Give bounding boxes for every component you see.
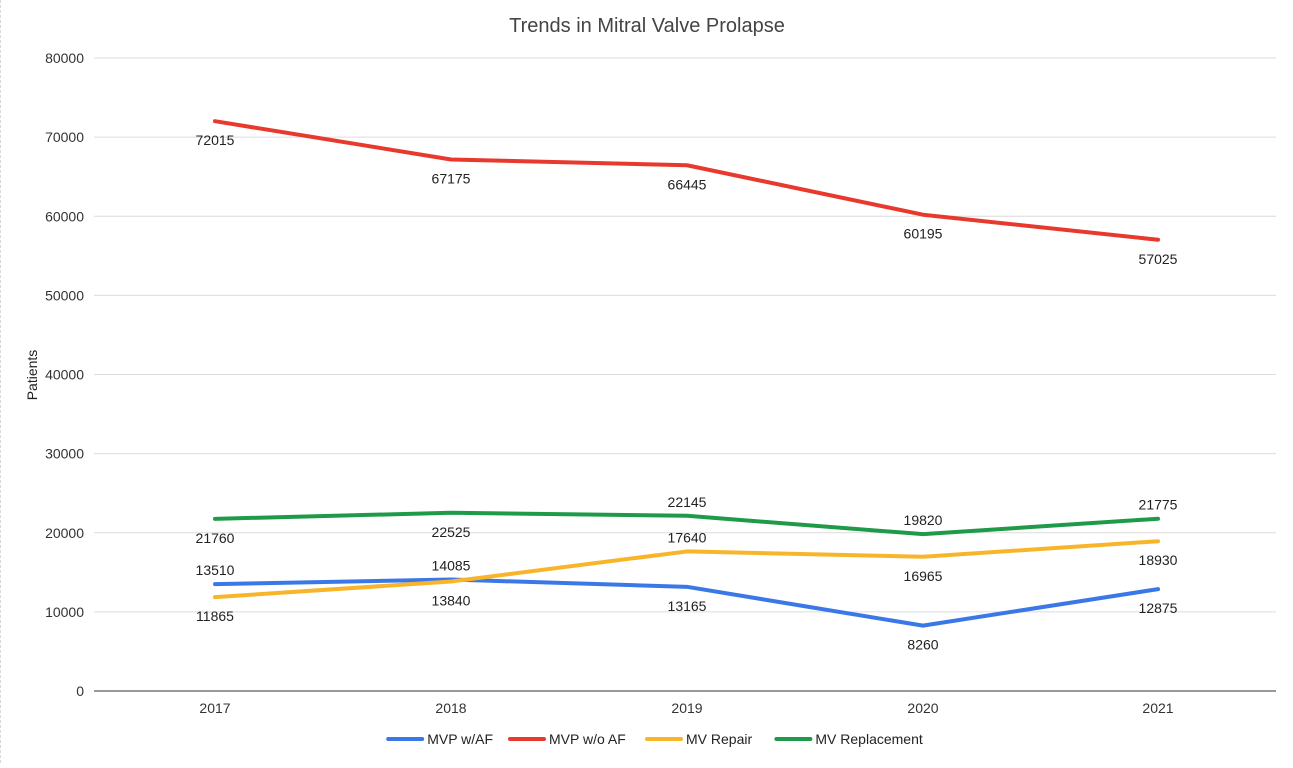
data-label: 21775 [1139,497,1178,513]
legend: MVP w/AF MVP w/o AF MV Repair MV Replacemen… [386,731,923,747]
data-label: 16965 [904,568,943,584]
data-label: 12875 [1139,600,1178,616]
legend-label: MV Repair [686,731,752,747]
y-axis-ticks: 0 10000 20000 30000 40000 50000 60000 70000 8000… [45,50,84,699]
series-line-mvp-w-o-af [213,119,1160,242]
y-axis-label: Patients [24,350,40,401]
data-label: 13510 [196,562,235,578]
series-line-mv-repair [213,539,1160,600]
y-tick-label: 70000 [45,129,84,145]
x-tick-label: 2019 [671,700,702,716]
data-label: 13840 [432,592,471,608]
y-tick-label: 20000 [45,525,84,541]
y-tick-label: 30000 [45,446,84,462]
series-line-mvp-w-af [213,577,1160,628]
series-line-mv-replacement [213,510,1160,537]
y-tick-label: 10000 [45,604,84,620]
legend-item-mvp-w-o-af[interactable]: MVP w/o AF [508,731,626,747]
data-label: 22525 [432,524,471,540]
data-label: 60195 [904,226,943,242]
series-lines [213,119,1160,628]
legend-label: MVP w/o AF [549,731,626,747]
data-label: 14085 [432,558,471,574]
data-labels: 13510 14085 13165 8260 12875 72015 67175 66445 6… [196,132,1178,652]
gridlines [94,57,1276,692]
data-label: 67175 [432,170,471,186]
x-tick-label: 2018 [435,700,466,716]
x-axis-ticks: 2017 2018 2019 2020 2021 [199,700,1173,716]
y-tick-label: 50000 [45,287,84,303]
x-tick-label: 2021 [1142,700,1173,716]
data-label: 72015 [196,132,235,148]
chart-title: Trends in Mitral Valve Prolapse [509,15,785,37]
data-label: 11865 [196,608,234,624]
x-tick-label: 2017 [199,700,230,716]
x-tick-label: 2020 [907,700,938,716]
data-label: 57025 [1139,251,1178,267]
data-label: 22145 [668,494,707,510]
y-tick-label: 40000 [45,367,84,383]
data-label: 21760 [196,530,235,546]
y-tick-label: 0 [76,683,84,699]
legend-item-mv-repair[interactable]: MV Repair [645,731,752,747]
legend-label: MV Replacement [815,731,922,747]
legend-item-mv-replacement[interactable]: MV Replacement [774,731,923,747]
legend-label: MVP w/AF [427,731,493,747]
y-tick-label: 60000 [45,208,84,224]
data-label: 17640 [668,529,707,545]
data-label: 66445 [668,176,707,192]
data-label: 19820 [904,512,943,528]
y-tick-label: 80000 [45,50,84,66]
data-label: 13165 [668,598,707,614]
data-label: 8260 [907,637,938,653]
legend-item-mvp-w-af[interactable]: MVP w/AF [386,731,493,747]
data-label: 18930 [1139,552,1178,568]
